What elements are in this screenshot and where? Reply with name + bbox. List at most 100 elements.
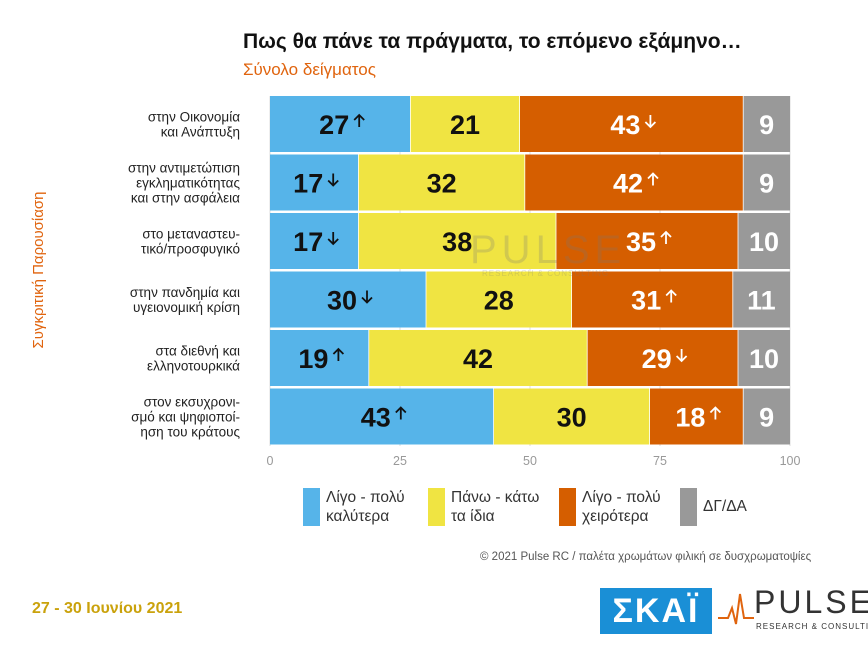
x-tick-label: 25 [393,454,407,468]
data-label-same: 42 [463,344,493,374]
category-label: στην πανδημία και [130,285,240,300]
arrow-up-icon [353,113,365,127]
bar-same [358,154,525,211]
data-label-dk: 9 [759,110,774,140]
vertical-axis-label: Συγκριτική Παρουσίαση [30,191,47,348]
bar-better [270,388,494,445]
bar-worse [649,388,744,445]
pulse-logo: PULSE RESEARCH & CONSULTING [718,584,868,640]
category-label: τικό/προσφυγικό [141,242,240,257]
data-label-worse: 43 [610,110,640,140]
data-label-worse: 29 [642,344,672,374]
category-label: και Ανάπτυξη [161,125,240,140]
arrow-down-icon [327,173,339,187]
category-label: στα διεθνή και [156,344,240,359]
x-tick-label: 75 [653,454,667,468]
category-label: στον εκσυχρονι- [144,395,240,410]
x-tick-label: 50 [523,454,537,468]
bar-better [270,213,359,269]
bar-better [270,154,359,211]
bar-dk [743,388,790,445]
data-label-same: 30 [557,403,587,433]
chart-title: Πως θα πάνε τα πράγματα, το επόμενο εξάμ… [243,30,742,53]
data-label-better: 19 [298,344,328,374]
legend-item-better: Λίγο - πολύ καλύτερα [303,488,405,526]
arrow-down-icon [361,290,373,304]
bar-same [410,96,520,152]
bar-worse [571,271,733,328]
data-label-better: 17 [293,227,323,257]
data-label-worse: 31 [631,286,661,316]
arrow-up-icon [395,406,407,420]
arrow-down-icon [327,232,339,246]
bar-same [426,271,572,328]
data-label-same: 38 [442,227,472,257]
pulse-logo-sub: RESEARCH & CONSULTING [756,622,868,631]
arrow-up-icon [647,172,659,186]
survey-date: 27 - 30 Ιουνίου 2021 [32,600,183,617]
data-label-better: 27 [319,110,349,140]
legend-label-worse: Λίγο - πολύ χειρότερα [582,489,661,525]
bar-better [270,271,426,328]
legend-swatch-same [428,488,445,526]
category-label: και στην ασφάλεια [131,191,240,206]
category-label: υγειονομική κρίση [133,300,240,315]
skai-logo: ΣΚΑΪ [600,588,712,634]
category-label: ελληνοτουρκικά [147,359,240,374]
data-label-better: 17 [293,169,323,199]
bar-worse [519,96,744,152]
category-label: στην Οικονομία [148,110,240,125]
x-tick-label: 100 [780,454,801,468]
legend-label-better: Λίγο - πολύ καλύτερα [326,489,405,525]
bar-dk [743,96,790,152]
legend-item-same: Πάνω - κάτω τα ίδια [428,488,539,526]
data-label-better: 30 [327,286,357,316]
data-label-same: 21 [450,110,480,140]
data-label-worse: 35 [626,227,656,257]
bar-dk [738,213,790,269]
stacked-bar-chart: 0 25 50 75 100 Συγκριτική Παρουσίαση στην Οικο… [30,96,801,468]
bar-better [270,330,369,386]
bar-dk [743,154,790,211]
data-label-dk: 10 [749,344,779,374]
bar-worse [556,213,738,269]
data-label-dk: 9 [759,169,774,199]
legend-label-dk: ΔΓ/ΔΑ [703,498,747,515]
data-label-dk: 9 [759,403,774,433]
arrow-up-icon [665,289,677,303]
data-label-better: 43 [361,403,391,433]
data-label-dk: 11 [747,286,776,316]
bar-same [358,213,556,269]
copyright-note: © 2021 Pulse RC / παλέτα χρωμάτων φιλική… [480,551,812,563]
bar-dk [738,330,790,386]
legend-label-same: Πάνω - κάτω τα ίδια [451,489,540,525]
data-label-same: 28 [484,286,514,316]
category-label: στην αντιμετώπιση [128,161,240,176]
pulse-heartbeat-icon [718,593,754,625]
legend-item-worse: Λίγο - πολύ χειρότερα [559,488,661,526]
pulse-logo-word: PULSE [754,584,868,620]
x-tick-label: 0 [267,454,274,468]
data-label-same: 32 [427,169,457,199]
category-label: ηση του κράτους [140,425,240,440]
legend-item-dk: ΔΓ/ΔΑ [680,488,747,526]
data-label-worse: 18 [675,403,705,433]
arrow-up-icon [332,347,345,361]
arrow-up-icon [660,230,672,244]
data-label-worse: 42 [613,169,643,199]
bar-worse [524,154,744,211]
legend-swatch-dk [680,488,697,526]
data-label-dk: 10 [749,227,779,257]
bar-same [493,388,650,445]
legend-swatch-worse [559,488,576,526]
bar-dk [732,271,790,328]
legend-swatch-better [303,488,320,526]
bar-same [368,330,588,386]
bar-worse [587,330,738,386]
arrow-down-icon [675,349,688,363]
category-label: σμό και ψηφιοποί- [131,410,240,425]
arrow-up-icon [709,406,722,420]
category-label: στο μεταναστευ- [142,227,240,242]
arrow-down-icon [644,115,657,129]
chart-subtitle: Σύνολο δείγματος [243,60,376,79]
